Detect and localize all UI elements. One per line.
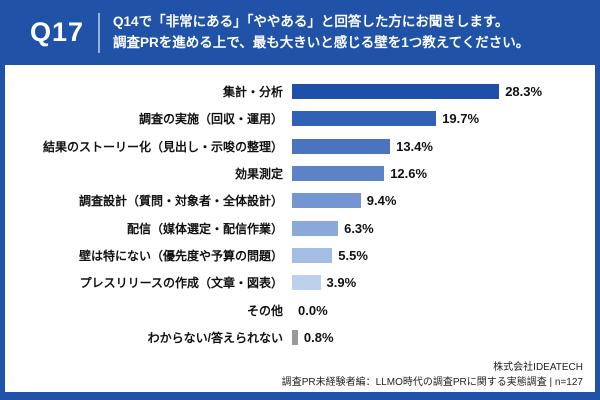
bar-cell: 12.6% xyxy=(292,160,587,187)
chart-panel: 集計・分析 28.3% 調査の実施（回収・運用） 19.7% 結果のストーリー化（見出し… xyxy=(5,65,595,392)
chart-row: 調査設計（質問・対象者・全体設計） 9.4% xyxy=(5,187,587,214)
chart-row: その他 0.0% xyxy=(5,296,587,323)
question-title-line2: 調査PRを進める上で、最も大きいと感じる壁を1つ教えてください。 xyxy=(113,34,530,50)
bar xyxy=(292,166,385,182)
chart-row: 調査の実施（回収・運用） 19.7% xyxy=(5,105,587,132)
category-label: 壁は特にない（優先度や予算の問題） xyxy=(78,248,283,263)
bar xyxy=(292,247,333,263)
chart-row: 壁は特にない（優先度や予算の問題） 5.5% xyxy=(5,242,587,269)
value-label: 19.7% xyxy=(442,111,480,127)
bar xyxy=(292,193,361,209)
category-label: 効果測定 xyxy=(234,167,283,182)
bar-chart: 集計・分析 28.3% 調査の実施（回収・運用） 19.7% 結果のストーリー化（見出し… xyxy=(5,78,587,351)
bar-cell: 0.8% xyxy=(292,324,587,351)
bar-cell: 6.3% xyxy=(292,214,587,241)
question-header: Q17 Q14で「非常にある」「ややある」と回答した方にお聞きします。 調査PR… xyxy=(0,0,600,65)
bar xyxy=(292,329,298,345)
category-label: その他 xyxy=(246,303,283,318)
header-divider xyxy=(98,12,101,53)
bar-cell: 9.4% xyxy=(292,187,587,214)
value-label: 0.0% xyxy=(298,302,328,318)
chart-row: 結果のストーリー化（見出し・示唆の整理） 13.4% xyxy=(5,133,587,160)
value-label: 3.9% xyxy=(326,275,357,291)
question-number: Q17 xyxy=(30,17,85,47)
chart-row: わからない/答えられない 0.8% xyxy=(5,324,587,351)
bar xyxy=(292,111,437,127)
chart-row: プレスリリースの作成（文章・図表） 3.9% xyxy=(5,269,587,296)
category-label: 配信（媒体選定・配信作業） xyxy=(126,221,283,236)
value-label: 6.3% xyxy=(344,220,374,236)
value-label: 9.4% xyxy=(366,193,397,209)
category-label: 集計・分析 xyxy=(222,85,283,100)
bar-cell: 13.4% xyxy=(292,133,587,160)
category-label: 調査の実施（回収・運用） xyxy=(138,112,283,127)
value-label: 28.3% xyxy=(505,84,543,100)
bar-cell: 19.7% xyxy=(292,105,587,132)
bar xyxy=(292,220,339,236)
question-title: Q14で「非常にある」「ややある」と回答した方にお聞きします。 調査PRを進める… xyxy=(113,12,529,54)
bar-cell: 0.0% xyxy=(292,296,587,323)
bar-cell: 3.9% xyxy=(292,269,587,296)
bar-cell: 28.3% xyxy=(292,78,587,105)
category-label: プレスリリースの作成（文章・図表） xyxy=(79,276,283,291)
value-label: 13.4% xyxy=(396,138,433,154)
question-title-line1: Q14で「非常にある」「ややある」と回答した方にお聞きします。 xyxy=(113,13,509,29)
value-label: 5.5% xyxy=(338,247,368,263)
category-label: 調査設計（質問・対象者・全体設計） xyxy=(78,194,283,209)
value-label: 0.8% xyxy=(303,329,334,345)
survey-source: 調査PR未経験者編：LLMO時代の調査PRに関する実態調査 | n=127 xyxy=(281,377,583,388)
source-footer: 株式会社IDEATECH 調査PR未経験者編：LLMO時代の調査PRに関する実態… xyxy=(282,360,583,390)
company-name: 株式会社IDEATECH xyxy=(493,362,583,373)
value-label: 12.6% xyxy=(390,166,428,182)
chart-row: 効果測定 12.6% xyxy=(5,160,587,187)
category-label: 結果のストーリー化（見出し・示唆の整理） xyxy=(42,139,283,154)
chart-row: 集計・分析 28.3% xyxy=(5,78,587,105)
category-label: わからない/答えられない xyxy=(147,330,283,345)
bar-cell: 5.5% xyxy=(292,242,587,269)
bar xyxy=(292,275,321,291)
bar xyxy=(292,138,391,154)
chart-row: 配信（媒体選定・配信作業） 6.3% xyxy=(5,214,587,241)
bar xyxy=(292,84,500,100)
